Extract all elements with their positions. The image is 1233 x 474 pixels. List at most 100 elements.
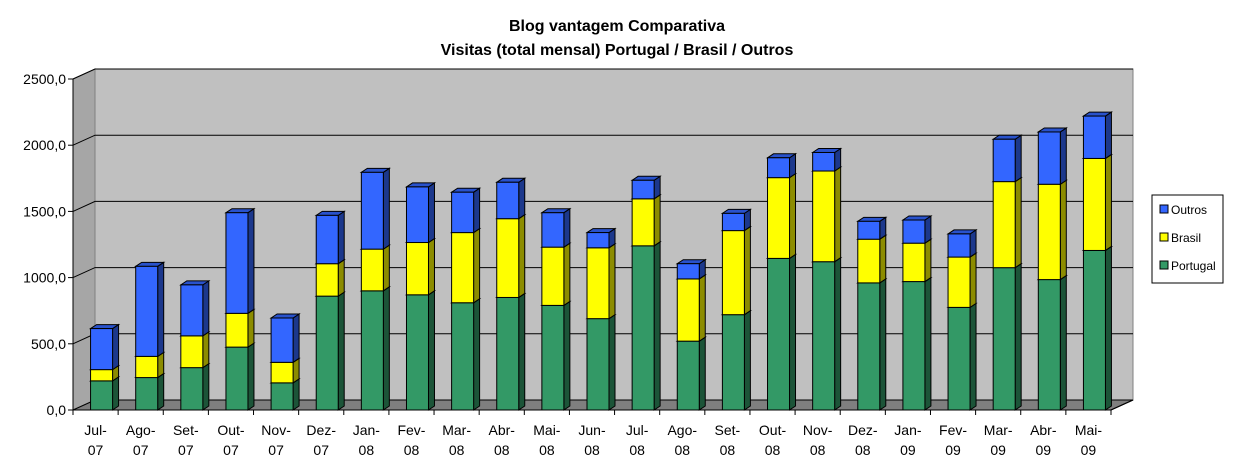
bar-side-face (1014, 262, 1022, 411)
bar-side-face (247, 207, 255, 315)
bar-segment-outros (404, 181, 437, 244)
x-tick-label-month: Set- (715, 422, 741, 438)
bar-side-face (563, 207, 571, 249)
bar-side-face (834, 166, 842, 263)
bar-segment-outros (134, 261, 166, 358)
bar-side-face (698, 273, 706, 343)
legend-swatch-brasil (1159, 232, 1169, 242)
x-tick-label-month: Nov- (803, 422, 833, 438)
x-tick-label: Dez- 08 (848, 422, 878, 458)
bar-segment-portugal (901, 276, 933, 411)
bar-side-face (427, 237, 435, 296)
bar-side-face (337, 258, 345, 298)
bar-front-face (721, 212, 745, 232)
bar-segment-brasil (901, 238, 933, 283)
x-tick-label: Mai- 08 (533, 422, 561, 458)
bar-front-face (225, 212, 249, 314)
x-tick-label-year: 09 (1081, 442, 1097, 458)
bar-front-face (992, 267, 1016, 411)
bar-segment-outros (88, 323, 121, 371)
bar-side-face (834, 256, 842, 411)
x-tick-label-year: 09 (900, 442, 916, 458)
bar-front-face (315, 263, 339, 297)
legend-label-outros: Outros (1171, 203, 1207, 217)
gridline (72, 134, 1133, 146)
bar-side-face (1059, 179, 1067, 281)
x-tick-label-year: 08 (449, 442, 465, 458)
bar-front-face (451, 232, 475, 304)
bar-segment-outros (901, 215, 933, 245)
bar-segment-portugal (630, 240, 662, 411)
bar-front-face (315, 214, 339, 265)
bar-side-face (563, 242, 571, 307)
bar-side-face (924, 215, 932, 245)
bar-side-face (202, 279, 210, 337)
x-tick-label-month: Ago- (667, 422, 697, 438)
bar-front-face (180, 335, 204, 369)
x-tick-label: Out- 07 (217, 422, 245, 458)
bar-side-face (518, 177, 526, 220)
bar-front-face (360, 171, 384, 250)
x-tick-label-year: 07 (268, 442, 284, 458)
x-tick-label-year: 08 (539, 442, 555, 458)
bar-side-face (427, 289, 435, 411)
bar-segment-portugal (359, 285, 391, 411)
bar-side-face (653, 240, 661, 411)
bar-top-face (991, 134, 1023, 140)
bar-front-face (451, 302, 475, 411)
x-tick-label: Abr- 09 (1030, 422, 1057, 458)
bar-front-face (767, 257, 791, 411)
bar-front-face (721, 230, 745, 316)
bar-segment-portugal (856, 277, 888, 411)
x-tick-label-month: Ago- (126, 422, 156, 438)
bar-side-face (337, 210, 345, 265)
bar-front-face (405, 294, 429, 411)
y-tick-label: 0,0 (47, 402, 67, 418)
bar-segment-outros (179, 279, 211, 337)
x-tick-label-year: 08 (584, 442, 600, 458)
bar-segment-brasil (540, 242, 572, 307)
bar-front-face (360, 290, 384, 411)
x-tick-label-year: 07 (133, 442, 149, 458)
bar-side-face (1014, 134, 1022, 183)
bar-front-face (586, 318, 610, 411)
x-tick-label: Fev- 08 (397, 422, 425, 458)
bar-segment-brasil (404, 237, 437, 296)
bar-segment-brasil (811, 166, 843, 263)
bar-top-face (224, 208, 256, 214)
x-tick-label-month: Abr- (489, 422, 516, 438)
bar-side-face (969, 252, 977, 309)
bar-side-face (247, 342, 255, 411)
bar-side-face (202, 362, 210, 411)
bar-front-face (947, 256, 971, 308)
bar-front-face (676, 278, 700, 342)
bar-side-face (1104, 111, 1112, 160)
y-tick-label: 500,0 (31, 336, 66, 352)
y-tick-label: 1500,0 (23, 203, 66, 219)
legend-label-portugal: Portugal (1171, 259, 1216, 273)
bar-segment-outros (540, 207, 572, 249)
bar-segment-portugal (1036, 274, 1068, 411)
bar-side-face (157, 372, 165, 411)
bar-segment-brasil (224, 308, 256, 349)
bar-side-face (653, 193, 661, 247)
x-tick-label-year: 07 (223, 442, 239, 458)
bar-top-face (811, 147, 843, 153)
x-tick-label-year: 08 (629, 442, 645, 458)
bar-front-face (180, 284, 204, 337)
x-tick-label: Jan- 08 (353, 422, 381, 458)
bar-front-face (451, 191, 475, 234)
bar-front-face (631, 179, 655, 200)
x-tick-label-year: 08 (674, 442, 690, 458)
bar-segment-brasil (1081, 153, 1114, 252)
bar-side-face (924, 238, 932, 283)
bar-side-face (563, 300, 571, 411)
bar-side-face (292, 313, 300, 364)
x-tick-label-month: Jan- (353, 422, 381, 438)
bar-segment-outros (856, 216, 888, 241)
bar-front-face (135, 355, 159, 379)
x-tick-label-year: 07 (88, 442, 104, 458)
bar-front-face (676, 263, 700, 280)
bar-side-face (969, 228, 977, 259)
